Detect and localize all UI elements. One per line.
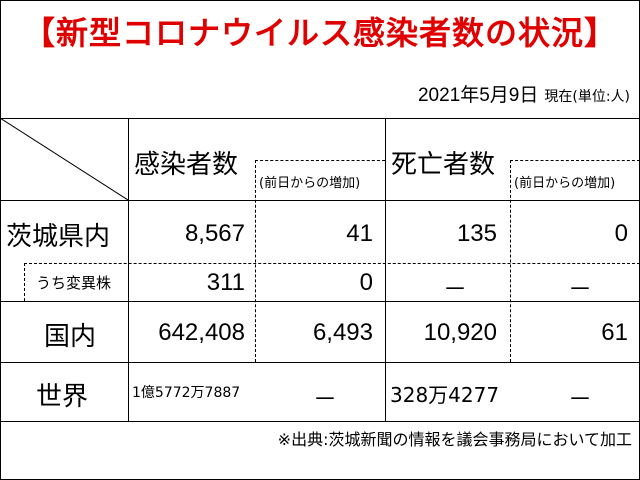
report-date: 2021年5月9日 [417,85,539,106]
variant-indent-line [24,263,25,301]
table-top-border [0,118,640,119]
deaths-increase-divider [510,160,511,362]
ibaraki-deaths-increase: 0 [614,220,628,247]
row-label-world: 世界 [36,382,89,412]
unit-note: 現在(単位:人) [544,89,630,105]
header-bottom-border [0,200,640,201]
deaths-increase-header-top [510,160,640,161]
label-column-border [128,118,129,421]
header-diagonal-line [0,118,128,200]
header-infected: 感染者数 [134,150,239,180]
ibaraki-infected-increase: 41 [346,220,373,247]
infected-increase-header-top [255,160,385,161]
table-bottom-border [0,421,640,422]
infected-increase-divider [255,160,256,362]
variant-deaths: － [443,276,467,303]
domestic-deaths: 10,920 [423,319,497,346]
world-infected: 1億5772万7887 [132,385,241,401]
deaths-column-border [385,118,386,421]
world-deaths-increase: － [568,386,592,413]
row-label-variant: うち変異株 [36,274,112,292]
domestic-infected: 642,408 [158,319,245,346]
page-title: 【新型コロナウイルス感染者数の状況】 [22,14,617,52]
header-deaths-increase: (前日からの増加) [514,176,616,191]
variant-infected-increase: 0 [359,269,373,296]
variant-row-divider [24,263,640,264]
header-deaths: 死亡者数 [391,150,496,180]
row-border-ibaraki [0,301,640,302]
variant-deaths-increase: － [568,276,592,303]
domestic-deaths-increase: 61 [601,319,628,346]
date-line: 2021年5月9日 現在(単位:人) [418,80,630,107]
world-infected-increase: － [313,386,337,413]
variant-infected: 311 [206,269,245,296]
domestic-infected-increase: 6,493 [312,319,373,346]
source-note: ※出典:茨城新聞の情報を議会事務局において加工 [277,430,632,449]
ibaraki-deaths: 135 [456,220,497,247]
world-deaths: 328万4277 [390,383,500,407]
ibaraki-infected: 8,567 [184,220,245,247]
row-border-domestic [0,362,640,363]
row-label-ibaraki: 茨城県内 [6,222,111,252]
row-label-domestic: 国内 [44,322,97,352]
header-infected-increase: (前日からの増加) [259,176,361,191]
